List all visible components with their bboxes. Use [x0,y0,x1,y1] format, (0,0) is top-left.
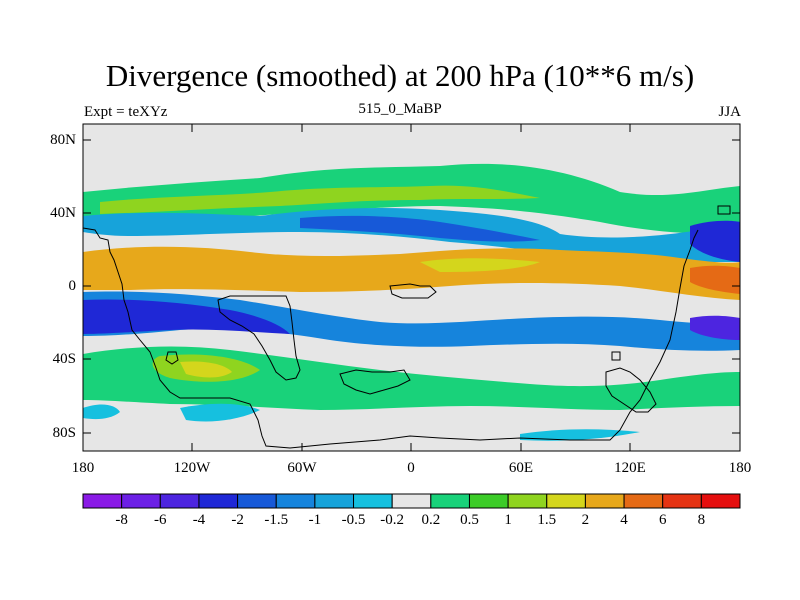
colorbar-level-label: 2 [581,512,590,528]
colorbar-level-label: -1 [308,512,322,528]
colorbar-level-label: 0.2 [421,512,441,528]
nw-pacific-negative [690,220,740,262]
madagascar [165,351,179,365]
colorbar-swatch [391,493,432,509]
island-a [611,351,621,361]
southern-ocean-negative-c [83,404,120,420]
africa-coast [217,295,301,381]
north-negative-core [300,215,540,242]
colorbar-swatch [275,493,316,509]
americas-coast [83,227,699,449]
colorbar-level-label: -0.5 [341,512,366,528]
colorbar-level-label: 8 [697,512,706,528]
lon-label-60w: 60W [287,460,317,476]
lat-label-40s: 40S [52,351,76,367]
australia-coast [605,367,657,413]
south-negative-core [83,299,290,334]
colorbar-level-label: 1.5 [537,512,557,528]
colorbar-level-label: -1.5 [264,512,289,528]
south-negative-band [83,291,740,351]
colorbar-level-label: -4 [192,512,206,528]
north-positive-core [100,185,540,214]
south-positive-band [83,346,740,410]
lon-label-120e: 120E [614,460,646,476]
lat-label-40n: 40N [50,205,76,221]
colorbar-swatch [353,493,393,509]
colorbar-swatch [662,493,702,509]
colorbar-level-label: 6 [658,512,667,528]
colorbar-level-label: 1 [504,512,512,528]
experiment-label: Expt = teXYz [84,104,168,120]
island-b [717,205,731,215]
plot-title: Divergence (smoothed) at 200 hPa (10**6 … [105,58,695,93]
antarctic-peninsula [339,369,411,395]
colorbar-swatch [237,493,277,509]
colorbar-level-label: 0.5 [460,512,479,528]
lon-label-180w: 180 [71,460,95,476]
colorbar-level-label: 4 [620,512,628,528]
colorbar-swatch [507,493,548,509]
colorbar-level-label: -0.2 [380,512,405,528]
colorbar-swatch [623,493,664,509]
lat-label-80n: 80N [50,132,76,148]
lon-label-0: 0 [407,460,415,476]
colorbar-swatch [82,493,123,509]
equatorial-positive-band [83,246,740,300]
colorbar-swatch [121,493,161,509]
lon-label-120w: 120W [173,460,211,476]
season-label: JJA [718,104,741,120]
lat-label-80s: 80S [52,425,76,441]
southern-ocean-negative-a [180,403,260,422]
colorbar-swatch [584,493,625,509]
coastlines [83,205,731,449]
africa-positive-core [420,258,540,272]
colorbar-level-label: -8 [115,512,128,528]
colorbar-swatch [198,493,239,509]
southern-ocean-negative-b [520,429,640,441]
colorbar-swatch [468,493,509,509]
field-shading [83,124,740,451]
colorbar-swatch [430,493,470,509]
south-indian-positive-inner [180,361,232,378]
maritime-continent [389,283,437,299]
colorbar-level-label: -6 [154,512,167,528]
colorbar-swatch [546,493,586,509]
case-label: 515_0_MaBP [358,101,442,117]
axis-ticks [82,124,741,451]
colorbar-swatch [700,493,741,509]
equatorial-positive-core [690,265,740,294]
lat-label-0: 0 [68,278,77,294]
colorbar-swatch [159,493,200,509]
lon-label-180e: 180 [728,460,752,476]
colorbar-swatch [314,493,355,509]
lon-label-60e: 60E [508,460,534,476]
australia-negative-core [690,315,740,340]
colorbar-level-label: -2 [231,512,244,528]
